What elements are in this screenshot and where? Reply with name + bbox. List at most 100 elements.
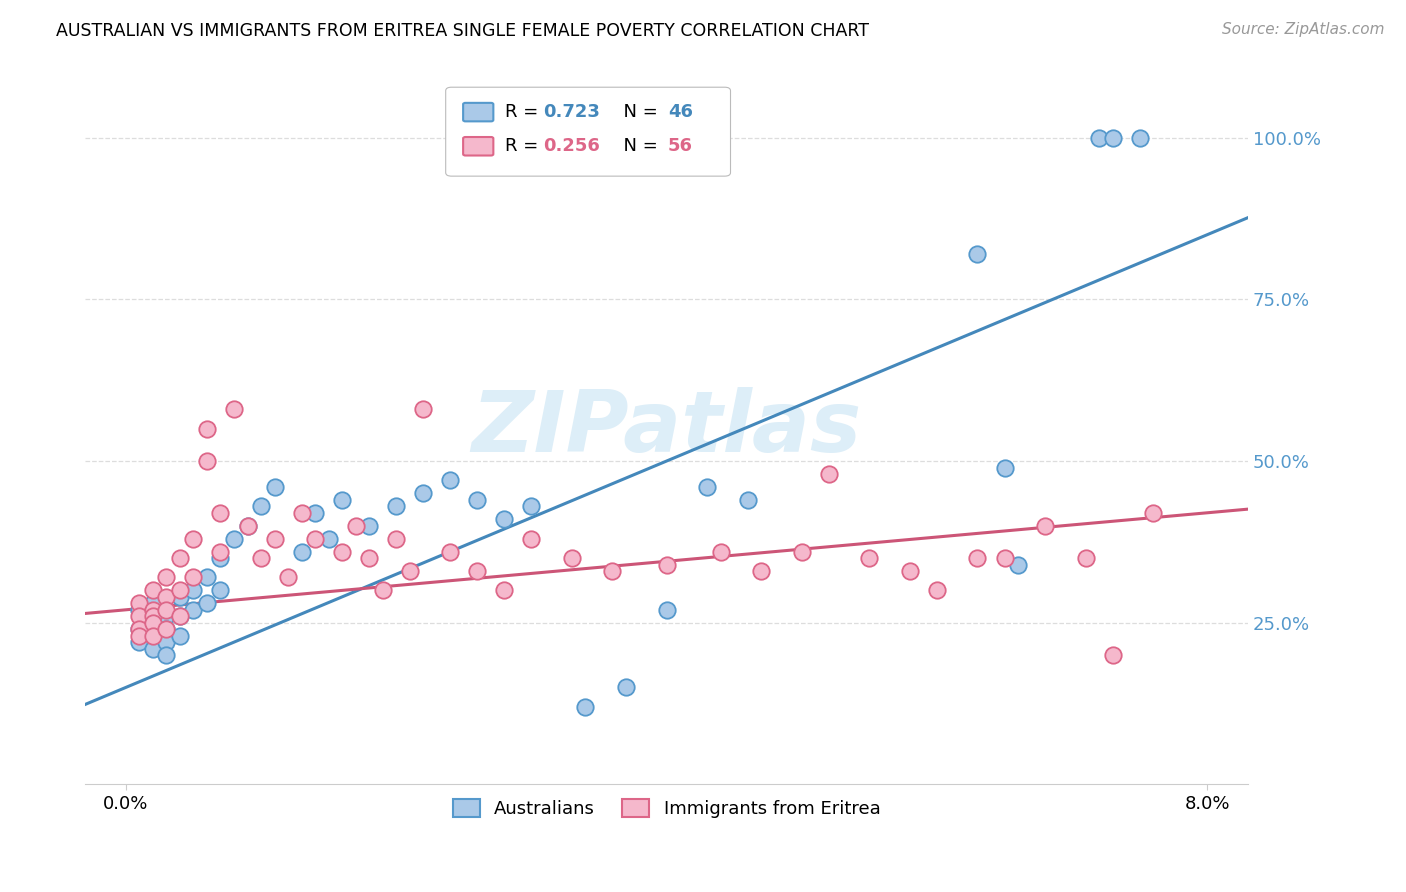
Text: AUSTRALIAN VS IMMIGRANTS FROM ERITREA SINGLE FEMALE POVERTY CORRELATION CHART: AUSTRALIAN VS IMMIGRANTS FROM ERITREA SI…	[56, 22, 869, 40]
Point	[142, 629, 165, 643]
Point	[561, 551, 583, 566]
Point	[1129, 130, 1152, 145]
Point	[169, 551, 191, 566]
Point	[209, 506, 232, 520]
Point	[385, 532, 408, 546]
Point	[1101, 648, 1123, 662]
Point	[183, 583, 205, 598]
Point	[412, 402, 434, 417]
FancyBboxPatch shape	[463, 137, 494, 155]
Point	[737, 492, 759, 507]
Text: 46: 46	[668, 103, 693, 121]
Point	[222, 402, 245, 417]
Point	[155, 635, 177, 649]
Point	[169, 583, 191, 598]
Point	[696, 480, 718, 494]
Point	[1033, 518, 1056, 533]
Point	[1101, 130, 1123, 145]
Point	[925, 583, 948, 598]
Point	[439, 544, 461, 558]
Point	[304, 506, 326, 520]
Point	[710, 544, 733, 558]
Point	[155, 622, 177, 636]
Point	[142, 615, 165, 630]
Point	[250, 500, 273, 514]
Point	[520, 500, 543, 514]
Point	[128, 629, 150, 643]
Point	[1088, 130, 1111, 145]
Point	[966, 551, 988, 566]
Point	[209, 551, 232, 566]
Point	[993, 551, 1015, 566]
Point	[195, 422, 218, 436]
Point	[222, 532, 245, 546]
Point	[290, 506, 312, 520]
Point	[494, 512, 516, 526]
Point	[749, 564, 772, 578]
Point	[128, 596, 150, 610]
Point	[142, 596, 165, 610]
Point	[195, 570, 218, 584]
Point	[494, 583, 516, 598]
Point	[398, 564, 420, 578]
Point	[371, 583, 394, 598]
Point	[330, 544, 353, 558]
Point	[520, 532, 543, 546]
Point	[655, 558, 678, 572]
Text: 0.723: 0.723	[543, 103, 600, 121]
Point	[385, 500, 408, 514]
Point	[602, 564, 624, 578]
Point	[155, 622, 177, 636]
Point	[574, 699, 596, 714]
Point	[209, 544, 232, 558]
FancyBboxPatch shape	[463, 103, 494, 121]
Text: N =: N =	[612, 103, 664, 121]
Point	[236, 518, 259, 533]
Point	[290, 544, 312, 558]
Point	[993, 460, 1015, 475]
Point	[128, 609, 150, 624]
Point	[790, 544, 813, 558]
Point	[359, 551, 381, 566]
Point	[263, 532, 285, 546]
Point	[155, 603, 177, 617]
Point	[318, 532, 340, 546]
Point	[155, 570, 177, 584]
Point	[858, 551, 880, 566]
Point	[344, 518, 367, 533]
Point	[439, 474, 461, 488]
Point	[142, 609, 165, 624]
Point	[304, 532, 326, 546]
Point	[128, 622, 150, 636]
Point	[817, 467, 839, 481]
Point	[236, 518, 259, 533]
Point	[155, 590, 177, 604]
Point	[142, 641, 165, 656]
Point	[142, 603, 165, 617]
Point	[155, 648, 177, 662]
Point	[465, 564, 488, 578]
Point	[250, 551, 273, 566]
Text: R =: R =	[505, 137, 544, 155]
Point	[169, 609, 191, 624]
Point	[655, 603, 678, 617]
Point	[142, 629, 165, 643]
Point	[142, 583, 165, 598]
Point	[1142, 506, 1164, 520]
Point	[330, 492, 353, 507]
Point	[263, 480, 285, 494]
Point	[966, 247, 988, 261]
Point	[1007, 558, 1029, 572]
Point	[142, 615, 165, 630]
Text: N =: N =	[612, 137, 664, 155]
Text: Source: ZipAtlas.com: Source: ZipAtlas.com	[1222, 22, 1385, 37]
Point	[195, 454, 218, 468]
Point	[169, 590, 191, 604]
FancyBboxPatch shape	[446, 87, 731, 176]
Point	[155, 609, 177, 624]
Text: R =: R =	[505, 103, 544, 121]
Point	[614, 681, 637, 695]
Text: ZIPatlas: ZIPatlas	[471, 387, 862, 470]
Point	[1074, 551, 1097, 566]
Point	[128, 635, 150, 649]
